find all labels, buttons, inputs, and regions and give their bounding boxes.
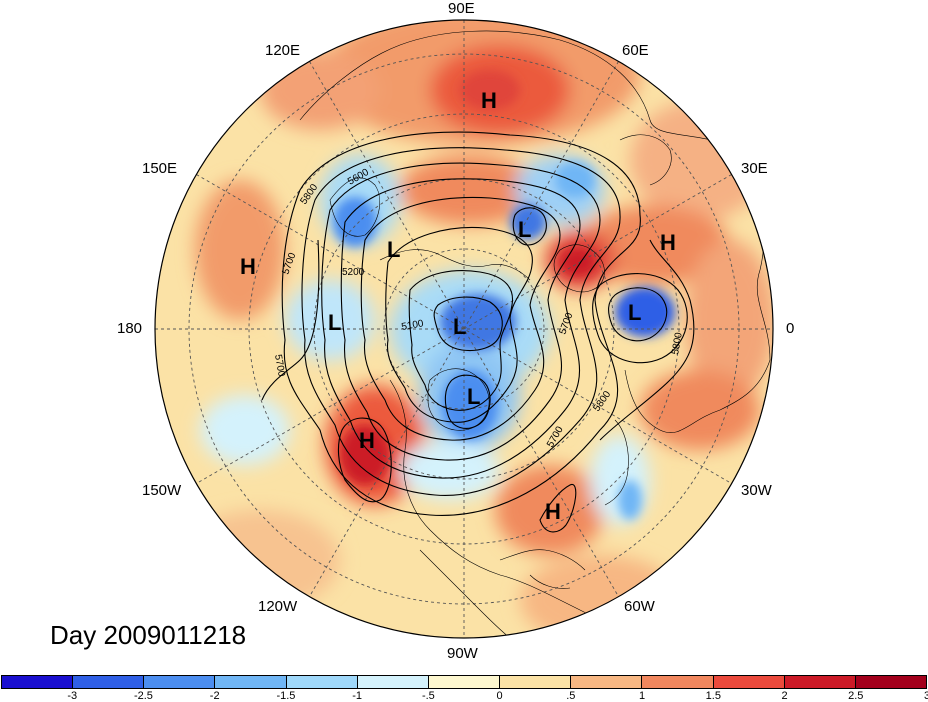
colorbar-tick-label: 1.5 <box>705 690 721 702</box>
colorbar-tick-label: 1 <box>639 690 646 702</box>
lon-label-120e: 120E <box>265 42 301 59</box>
lon-label-60w: 60W <box>624 598 655 615</box>
pressure-center-label: L <box>387 237 400 262</box>
colorbar-tick-label: -1.5 <box>276 690 296 702</box>
pressure-center-label: L <box>453 314 466 339</box>
anomaly-field: 5800 5600 5200 5700 5100 5700 5700 5800 … <box>155 20 773 638</box>
colorbar-tick-label: 2.5 <box>848 690 864 702</box>
colorbar-swatch <box>428 676 501 688</box>
lon-label-90w: 90W <box>447 645 478 662</box>
pressure-centers: H L L H H L L L L H H <box>240 88 676 524</box>
colorbar-swatch <box>286 676 358 688</box>
colorbar-tick-label: 3 <box>923 690 928 702</box>
lon-label-150w: 150W <box>142 482 182 499</box>
date-title: Day 2009011218 <box>50 620 247 650</box>
contour-label: 5200 <box>342 267 365 278</box>
colorbar-tick-label: -2.5 <box>133 690 153 702</box>
colorbar-swatch <box>642 676 714 688</box>
lon-label-180: 180 <box>117 320 143 337</box>
lon-label-30e: 30E <box>741 160 768 177</box>
colorbar-tick-label: 2 <box>781 690 788 702</box>
colorbar-swatch <box>500 676 572 688</box>
colorbar-tick-label: -3 <box>67 690 78 702</box>
colorbar <box>1 675 927 689</box>
pressure-center-label: H <box>240 254 256 279</box>
pressure-center-label: H <box>359 428 375 453</box>
pressure-center-label: L <box>467 384 480 409</box>
lon-label-60e: 60E <box>622 42 649 59</box>
colorbar-swatch <box>571 676 643 688</box>
colorbar-swatch <box>784 676 856 688</box>
pressure-center-label: L <box>628 300 641 325</box>
contour-label: 5700 <box>272 354 287 378</box>
lon-label-120w: 120W <box>258 598 298 615</box>
pressure-center-label: H <box>481 88 497 113</box>
colorbar-swatch <box>144 676 216 688</box>
colorbar-swatch <box>215 676 287 688</box>
colorbar-tick-label: -1 <box>352 690 363 702</box>
contour-label: 5800 <box>670 331 685 355</box>
lon-label-150e: 150E <box>142 160 178 177</box>
colorbar-swatch <box>2 676 74 688</box>
colorbar-tick-label: -.5 <box>421 690 435 702</box>
colorbar-tick-label: -2 <box>209 690 220 702</box>
pressure-center-label: L <box>518 217 531 242</box>
colorbar-tick-label: 0 <box>496 690 503 702</box>
map-boundary <box>154 19 774 639</box>
pressure-center-label: H <box>545 499 561 524</box>
colorbar-swatch <box>855 676 927 688</box>
pressure-center-label: L <box>328 310 341 335</box>
height-contours <box>261 131 695 533</box>
contour-label: 5100 <box>401 318 425 333</box>
pressure-center-label: H <box>660 230 676 255</box>
colorbar-tick-label: .5 <box>566 690 576 702</box>
colorbar-swatch <box>73 676 145 688</box>
lon-label-0: 0 <box>786 320 795 337</box>
colorbar-swatch <box>357 676 429 688</box>
graticule <box>155 20 773 638</box>
lon-label-90e: 90E <box>448 0 475 17</box>
colorbar-swatch <box>713 676 785 688</box>
lon-label-30w: 30W <box>741 482 772 499</box>
